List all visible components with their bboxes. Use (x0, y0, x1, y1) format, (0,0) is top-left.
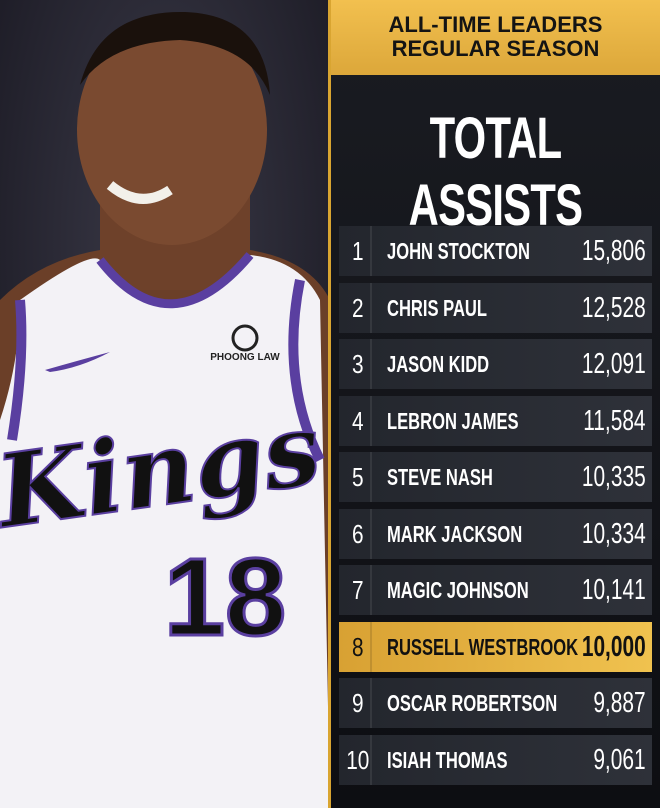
assists: 9,061 (593, 743, 646, 776)
assists: 10,141 (582, 574, 646, 606)
rank: 10 (345, 734, 372, 785)
assists: 11,584 (583, 404, 646, 437)
header-line: REGULAR SEASON (391, 36, 600, 61)
table-row: 1 JOHN STOCKTON 15,806 (339, 226, 652, 276)
header: ALL-TIME LEADERS REGULAR SEASON (331, 0, 660, 75)
player-photo: PHOONG LAW Kings 18 (0, 0, 330, 808)
header-line: ALL-TIME LEADERS (388, 12, 603, 37)
rank: 2 (345, 282, 372, 333)
jersey-sponsor: PHOONG LAW (210, 352, 280, 363)
assists: 10,334 (582, 517, 646, 550)
rank: 1 (345, 226, 372, 276)
rank: 4 (345, 395, 372, 446)
player-name: MAGIC JOHNSON (387, 577, 529, 603)
table-row: 9 OSCAR ROBERTSON 9,887 (339, 678, 652, 728)
jersey-number: 18 (164, 536, 286, 659)
rank: 6 (345, 508, 372, 559)
player-name: OSCAR ROBERTSON (387, 690, 558, 716)
title: TOTAL ASSISTS (408, 106, 583, 238)
table-row: 3 JASON KIDD 12,091 (339, 339, 652, 389)
assists: 15,806 (582, 235, 646, 267)
table-row: 8 RUSSELL WESTBROOK 10,000 (339, 621, 652, 672)
table-row: 6 MARK JACKSON 10,334 (339, 508, 652, 559)
assists: 9,887 (593, 687, 646, 719)
table-row: 7 MAGIC JOHNSON 10,141 (339, 565, 652, 615)
player-name: JASON KIDD (387, 351, 490, 377)
player-name: JOHN STOCKTON (387, 238, 530, 264)
assists: 12,528 (582, 291, 646, 324)
table-row: 4 LEBRON JAMES 11,584 (339, 395, 652, 446)
player-name: CHRIS PAUL (387, 294, 487, 321)
assists: 10,335 (582, 461, 646, 493)
player-name: MARK JACKSON (387, 520, 523, 547)
table-row: 5 STEVE NASH 10,335 (339, 452, 652, 502)
rank: 8 (345, 621, 372, 672)
player-name: ISIAH THOMAS (387, 746, 508, 773)
rank: 7 (345, 565, 372, 615)
table: 1 JOHN STOCKTON 15,806 2 CHRIS PAUL 12,528 3 JA… (339, 226, 652, 791)
assists: 12,091 (582, 348, 646, 380)
rank: 3 (345, 339, 372, 389)
table-row: 10 ISIAH THOMAS 9,061 (339, 734, 652, 785)
rank: 5 (345, 452, 372, 502)
player-name: RUSSELL WESTBROOK (387, 633, 579, 660)
rank: 9 (345, 678, 372, 728)
table-row: 2 CHRIS PAUL 12,528 (339, 282, 652, 333)
leaderboard: ALL-TIME LEADERS REGULAR SEASON TOTAL AS… (328, 0, 660, 808)
player-name: STEVE NASH (387, 464, 493, 490)
player-name: LEBRON JAMES (387, 407, 519, 434)
assists: 10,000 (582, 630, 646, 663)
